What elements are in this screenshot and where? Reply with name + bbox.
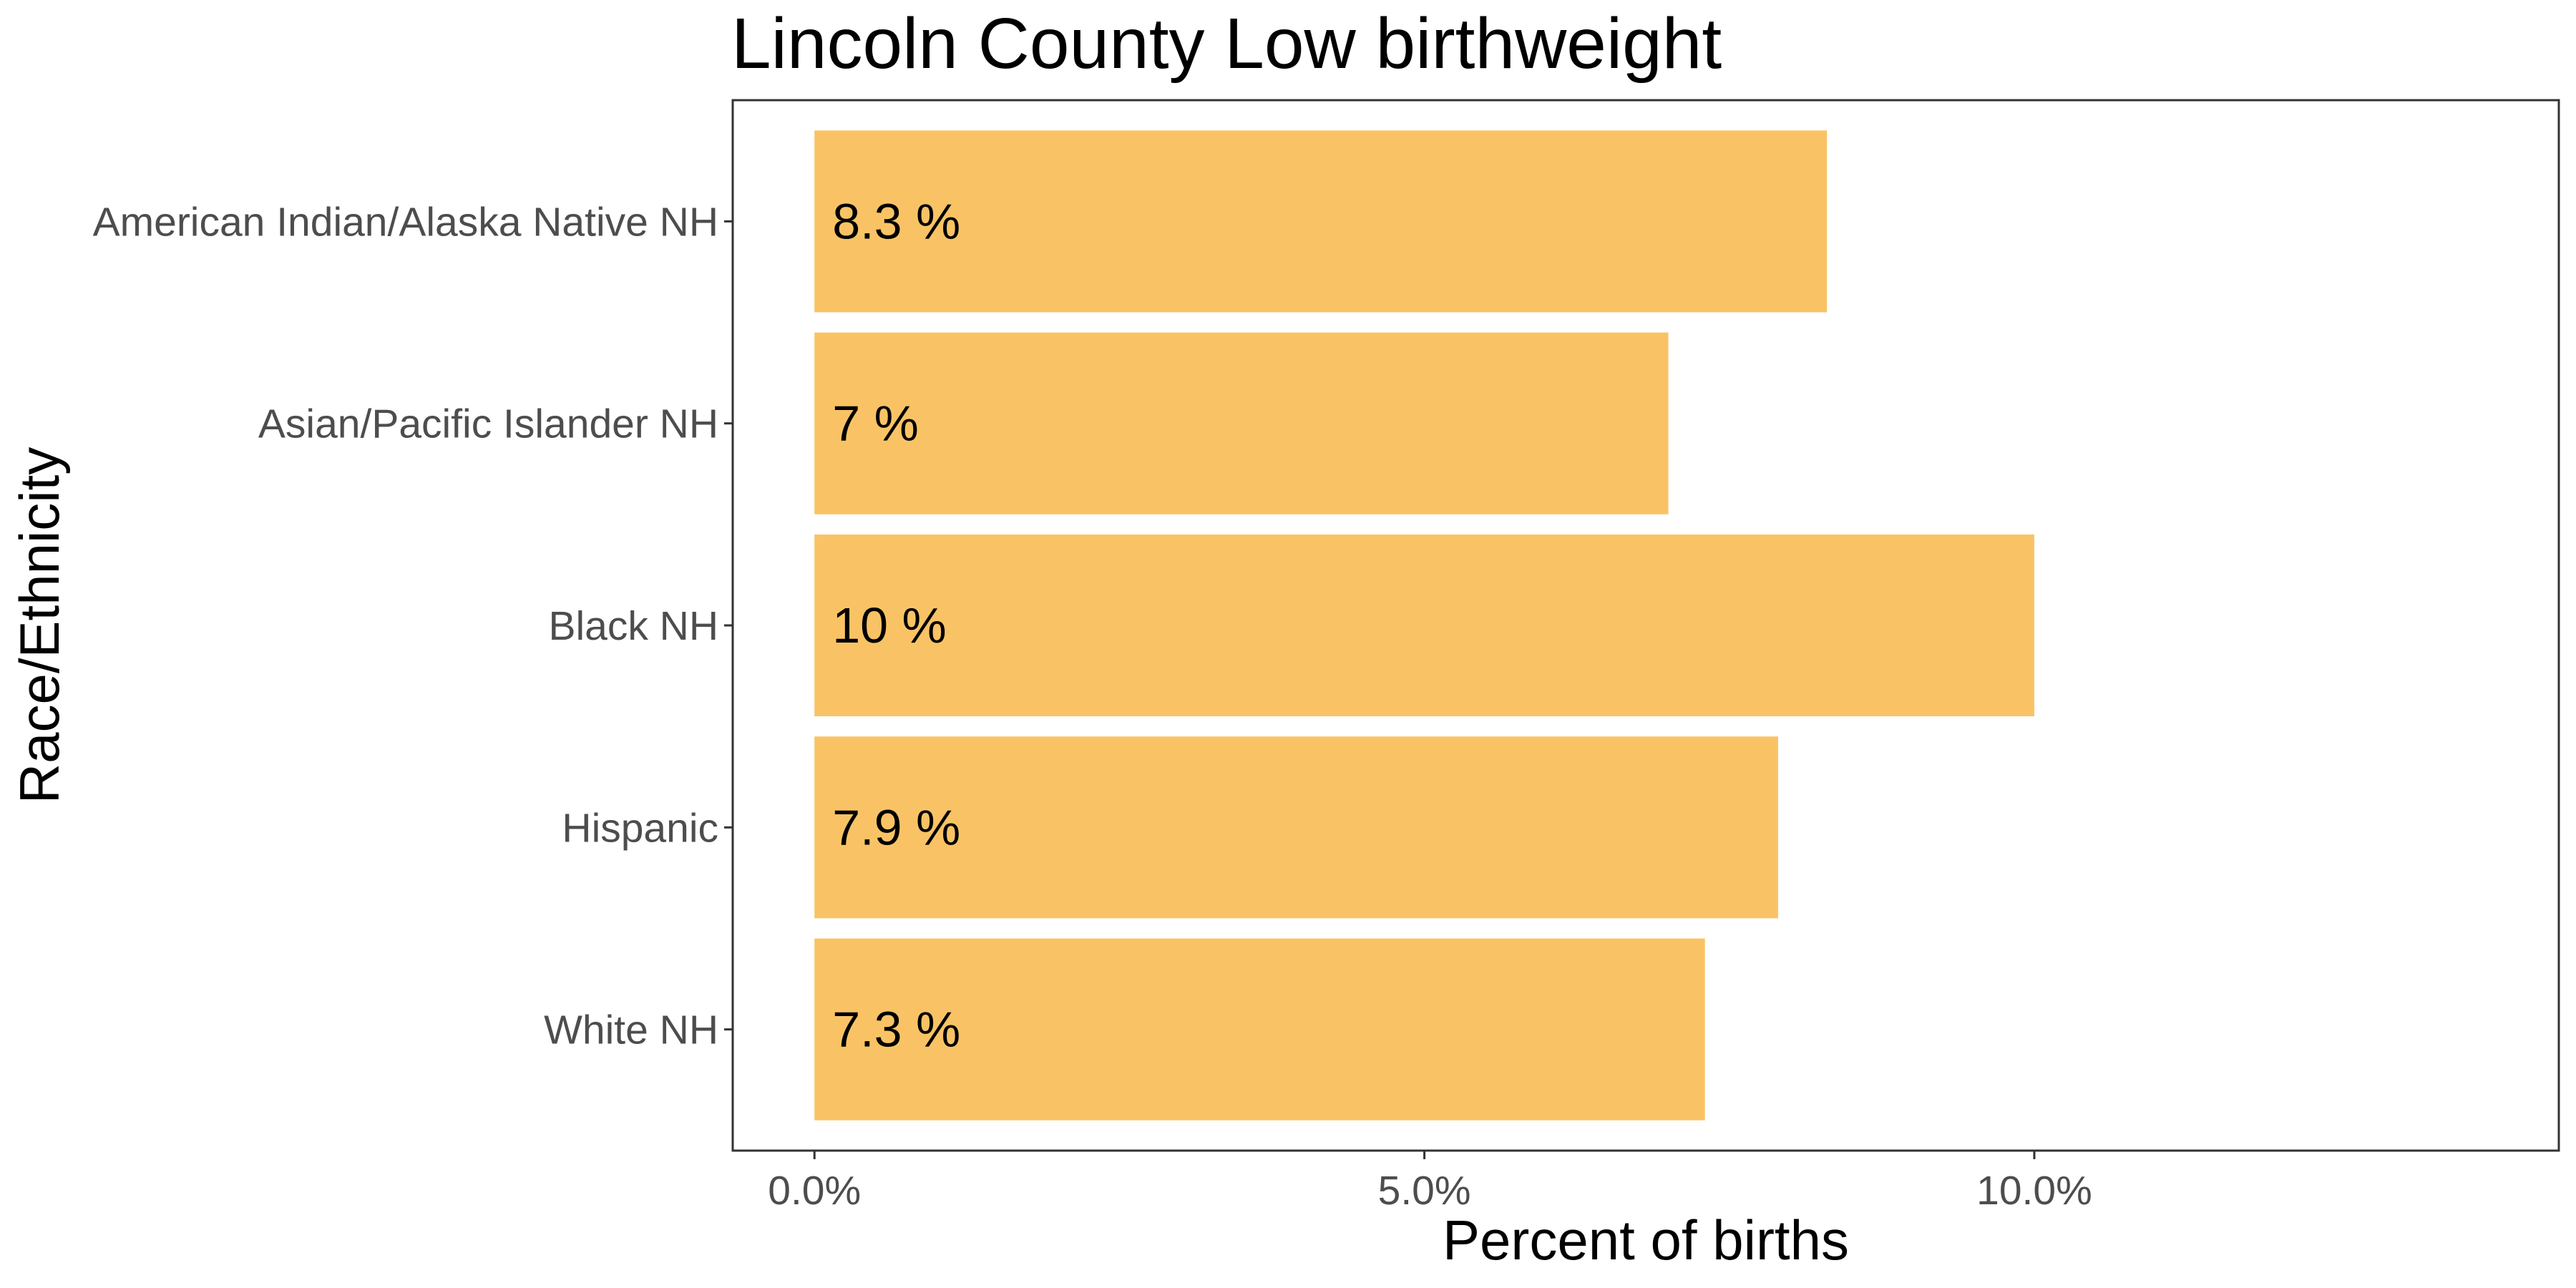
x-axis: 0.0% 5.0% 10.0% [768,1151,2092,1214]
y-tick-label-3: Hispanic [562,805,718,851]
bar-3 [814,736,1778,919]
x-axis-title: Percent of births [1443,1209,1849,1272]
bar-4 [814,938,1705,1121]
bar-1 [814,332,1669,514]
x-tick-label-0: 0.0% [768,1168,861,1214]
data-label-2: 10 % [832,597,947,653]
chart-title: Lincoln County Low birthweight [731,4,1722,84]
y-axis-title: Race/Ethnicity [8,447,71,804]
x-tick-label-1: 5.0% [1378,1168,1471,1214]
data-label-1: 7 % [832,396,919,452]
bars-group [814,130,2034,1121]
y-axis: American Indian/Alaska Native NH Asian/Pa… [93,199,733,1053]
bar-2 [814,534,2034,717]
data-labels-group: 8.3 % 7 % 10 % 7.9 % 7.3 % [832,193,960,1057]
y-tick-label-1: Asian/Pacific Islander NH [258,401,718,447]
y-tick-label-0: American Indian/Alaska Native NH [93,199,718,245]
y-tick-label-4: White NH [544,1008,718,1053]
y-tick-label-2: Black NH [548,603,718,649]
x-tick-label-2: 10.0% [1976,1168,2092,1214]
data-label-4: 7.3 % [832,1002,960,1058]
data-label-3: 7.9 % [832,799,960,855]
bar-0 [814,130,1828,313]
data-label-0: 8.3 % [832,193,960,249]
